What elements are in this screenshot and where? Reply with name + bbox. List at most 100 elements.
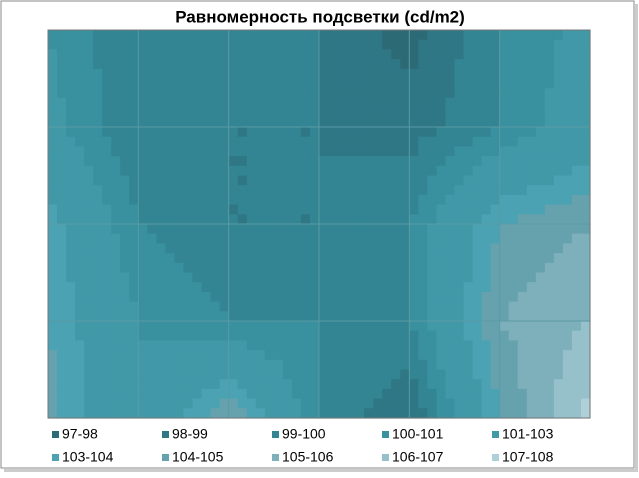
legend-label: 101-103 xyxy=(502,426,554,442)
contour-cell xyxy=(102,282,112,293)
contour-cell xyxy=(237,233,248,244)
contour-cell xyxy=(535,185,546,196)
contour-cell xyxy=(580,243,591,254)
contour-cell xyxy=(319,107,329,118)
contour-cell xyxy=(57,340,67,351)
contour-cell xyxy=(373,243,383,254)
contour-cell xyxy=(535,68,546,80)
contour-cell xyxy=(562,272,573,283)
contour-cell xyxy=(192,369,203,380)
contour-cell xyxy=(102,369,112,380)
contour-cell xyxy=(562,88,573,99)
contour-cell xyxy=(364,204,374,215)
contour-cell xyxy=(364,388,374,400)
contour-cell xyxy=(418,369,428,380)
contour-cell xyxy=(66,272,76,283)
contour-cell xyxy=(183,311,194,322)
contour-cell xyxy=(183,39,194,50)
contour-cell xyxy=(508,204,519,215)
contour-cell xyxy=(436,369,447,380)
contour-cell xyxy=(454,146,465,157)
contour-cell xyxy=(445,175,456,186)
contour-cell xyxy=(147,253,157,264)
contour-cell xyxy=(328,253,338,264)
contour-cell xyxy=(373,204,383,215)
contour-cell xyxy=(472,301,483,312)
contour-cell xyxy=(138,321,148,332)
contour-cell xyxy=(436,330,447,341)
contour-cell xyxy=(291,68,302,80)
contour-cell xyxy=(571,59,582,70)
contour-cell xyxy=(400,194,410,206)
contour-cell xyxy=(544,97,555,109)
contour-cell xyxy=(66,59,76,70)
contour-cell xyxy=(355,30,365,41)
contour-cell xyxy=(147,49,157,60)
contour-cell xyxy=(75,88,85,99)
contour-cell xyxy=(165,214,176,225)
contour-cell xyxy=(120,350,130,361)
contour-cell xyxy=(165,243,176,254)
contour-cell xyxy=(427,165,438,177)
contour-cell xyxy=(418,146,428,157)
contour-cell xyxy=(517,359,528,371)
contour-cell xyxy=(463,282,474,293)
contour-cell xyxy=(364,359,374,371)
contour-cell xyxy=(535,311,546,322)
contour-cell xyxy=(282,117,293,128)
contour-cell xyxy=(219,204,230,215)
contour-cell xyxy=(418,272,428,283)
legend-swatch xyxy=(492,454,499,461)
contour-cell xyxy=(337,117,347,128)
contour-cell xyxy=(66,49,76,60)
contour-cell xyxy=(400,282,410,293)
contour-cell xyxy=(463,233,474,244)
contour-cell xyxy=(517,330,528,341)
contour-cell xyxy=(273,359,284,371)
contour-cell xyxy=(309,253,320,264)
contour-cell xyxy=(84,194,94,206)
contour-cell xyxy=(328,165,338,177)
contour-cell xyxy=(472,117,483,128)
contour-cell xyxy=(183,369,194,380)
contour-cell xyxy=(147,214,157,225)
contour-cell xyxy=(409,88,419,99)
contour-cell xyxy=(291,243,302,254)
contour-cell xyxy=(436,359,447,371)
contour-cell xyxy=(544,59,555,70)
contour-cell xyxy=(237,301,248,312)
contour-cell xyxy=(282,340,293,351)
contour-cell xyxy=(66,156,76,167)
legend-label: 105-106 xyxy=(282,449,334,465)
contour-cell xyxy=(382,39,392,50)
contour-cell xyxy=(508,175,519,186)
contour-cell xyxy=(391,350,401,361)
contour-cell xyxy=(300,224,311,235)
contour-cell xyxy=(219,233,230,244)
contour-cell xyxy=(517,146,528,157)
contour-cell xyxy=(192,204,203,215)
contour-cell xyxy=(309,30,320,41)
contour-cell xyxy=(93,350,103,361)
contour-cell xyxy=(165,282,176,293)
contour-cell xyxy=(147,39,157,50)
contour-cell xyxy=(427,88,438,99)
contour-cell xyxy=(427,117,438,128)
contour-cell xyxy=(490,165,501,177)
contour-cell xyxy=(571,185,582,196)
contour-cell xyxy=(138,49,148,60)
contour-cell xyxy=(309,243,320,254)
contour-cell xyxy=(472,97,483,109)
contour-cell xyxy=(553,408,564,419)
contour-cell xyxy=(66,388,76,400)
contour-cell xyxy=(165,127,176,138)
contour-cell xyxy=(490,224,501,235)
contour-cell xyxy=(580,156,591,167)
contour-cell xyxy=(517,194,528,206)
contour-cell xyxy=(409,204,419,215)
legend-label: 103-104 xyxy=(62,449,114,465)
legend-swatch xyxy=(52,454,59,461)
contour-cell xyxy=(355,165,365,177)
contour-cell xyxy=(129,253,139,264)
contour-cell xyxy=(120,59,130,70)
